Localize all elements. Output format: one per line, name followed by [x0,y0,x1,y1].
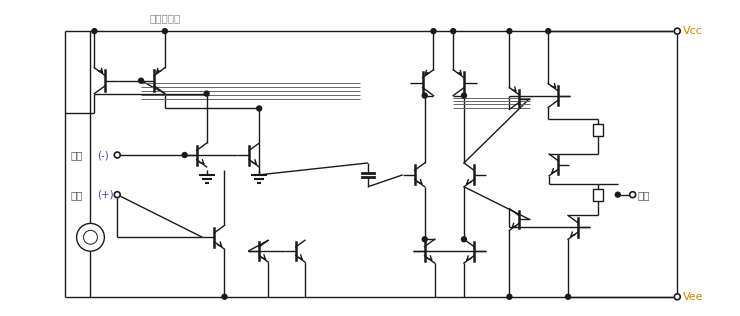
Text: Vcc: Vcc [683,26,703,36]
Circle shape [162,29,167,33]
Circle shape [423,237,427,242]
Circle shape [114,152,120,158]
Circle shape [545,29,551,33]
Circle shape [674,294,680,300]
Text: 输入: 输入 [70,150,83,160]
Circle shape [462,237,466,242]
Circle shape [423,93,427,98]
Circle shape [92,29,97,33]
Circle shape [257,106,262,111]
Circle shape [630,192,636,198]
Circle shape [565,294,571,299]
Text: Vee: Vee [683,292,704,302]
Circle shape [507,29,512,33]
Circle shape [507,294,512,299]
Circle shape [182,153,187,157]
Text: (+): (+) [98,190,114,200]
Circle shape [431,29,436,33]
Bar [593,124,603,136]
Circle shape [616,192,620,197]
Circle shape [674,28,680,34]
Circle shape [451,29,456,33]
Circle shape [222,294,227,299]
Bar [593,189,603,201]
Text: (-): (-) [98,150,110,160]
Circle shape [204,91,209,96]
Circle shape [138,78,144,83]
Circle shape [462,93,466,98]
Circle shape [114,192,120,198]
Text: 输出: 输出 [638,190,650,200]
Text: 输入: 输入 [70,190,83,200]
Text: 仅一个通道: 仅一个通道 [150,13,181,23]
